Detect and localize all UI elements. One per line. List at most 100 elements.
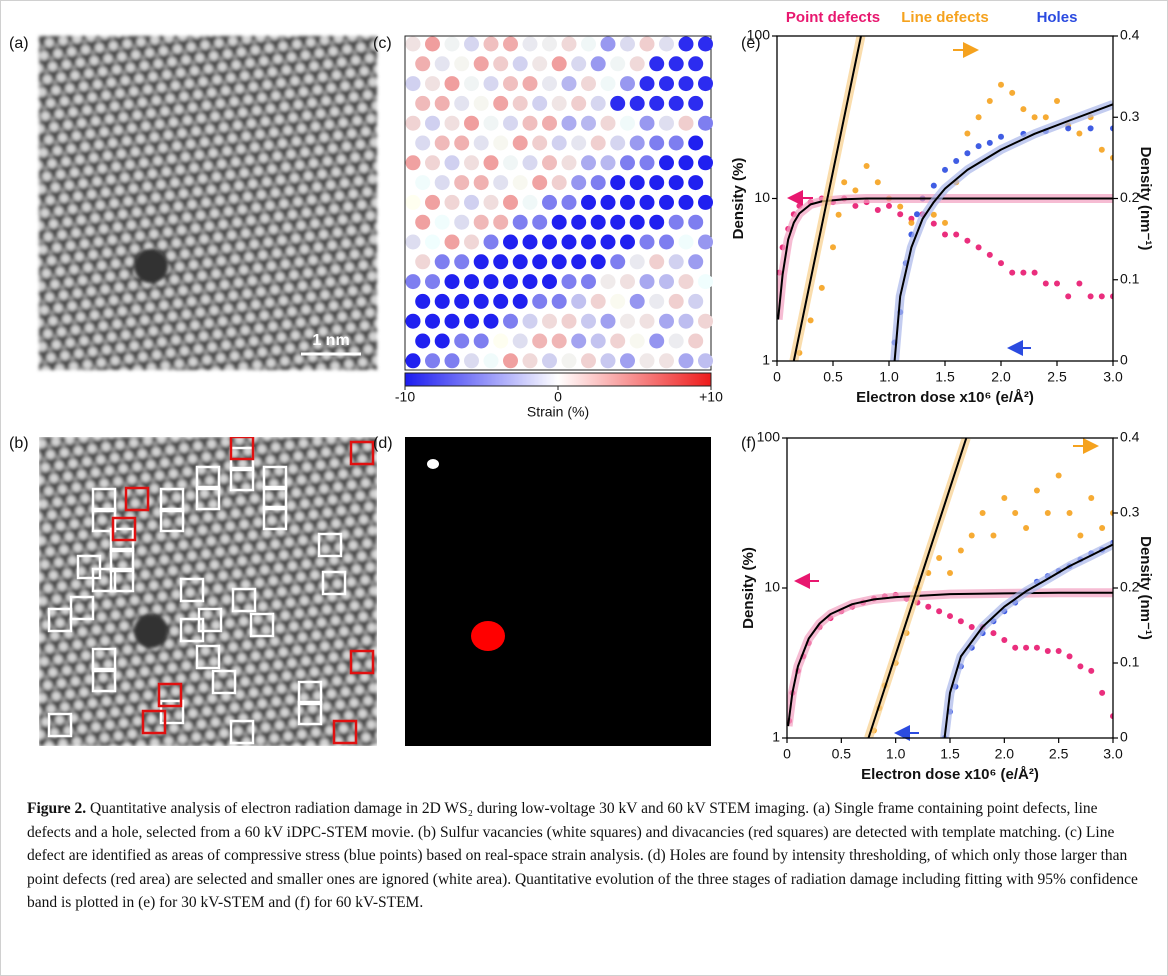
strain-dot (639, 115, 655, 131)
strain-dot (688, 333, 704, 349)
strain-dot (590, 95, 606, 111)
strain-dot (600, 155, 616, 171)
strain-dot (551, 56, 567, 72)
strain-dot (581, 36, 596, 52)
strain-dot (668, 175, 684, 191)
strain-dot (503, 274, 518, 290)
strain-dot (473, 175, 489, 191)
data-point (830, 244, 836, 251)
data-point (942, 219, 948, 226)
strain-dot (444, 155, 460, 171)
vacancy-box (109, 567, 135, 593)
strain-dot (571, 254, 587, 270)
strain-dot (493, 333, 509, 349)
data-point (1033, 487, 1040, 494)
fit-line (943, 543, 1113, 738)
strain-dot (581, 155, 596, 171)
data-point (1055, 472, 1062, 479)
strain-dot (522, 155, 538, 171)
data-point (979, 510, 986, 516)
strain-dot (425, 353, 440, 369)
strain-dot (639, 76, 655, 92)
strain-dot (483, 274, 499, 290)
panel-label: (a) (9, 35, 29, 52)
data-point (986, 139, 993, 146)
x-tick-label: 0 (773, 369, 781, 385)
y2-tick-label: 0 (1120, 352, 1128, 368)
strain-dot (561, 274, 577, 290)
strain-dot (415, 135, 431, 151)
colorbar (404, 372, 712, 387)
vacancy-box (179, 577, 205, 603)
panel-label: (b) (9, 435, 29, 452)
strain-dot (444, 274, 460, 290)
strain-dot (571, 214, 587, 230)
data-point (1001, 495, 1008, 501)
strain-dot (629, 95, 645, 111)
data-point (886, 202, 892, 209)
strain-dot (610, 135, 626, 151)
data-point (807, 317, 814, 324)
strain-dot (590, 135, 606, 151)
x-tick-label: 2.5 (1047, 369, 1067, 385)
strain-dot (561, 313, 577, 329)
strain-dot (581, 115, 596, 131)
strain-dot (464, 194, 479, 210)
data-point (942, 231, 948, 238)
data-point (990, 630, 997, 637)
strain-dot (434, 175, 450, 191)
caption-text: Quantitative analysis of electron radiat… (27, 800, 1138, 911)
strain-dot (425, 36, 440, 52)
y2-axis-label: Density (nm⁻¹) (1137, 536, 1154, 640)
strain-dot (483, 313, 499, 329)
legend-entry: Point defects (786, 9, 880, 26)
strain-dot (483, 155, 499, 171)
strain-dot (532, 175, 548, 191)
y2-tick-label: 0.2 (1120, 189, 1140, 205)
strain-dot (542, 76, 557, 92)
y2-tick-label: 0 (1120, 729, 1128, 745)
y-tick-label: 10 (754, 189, 770, 205)
strain-dot (659, 313, 674, 329)
panel-label: (c) (373, 35, 392, 52)
data-point (936, 555, 943, 561)
panel-label: (f) (741, 435, 756, 452)
strain-dot (444, 353, 460, 369)
y-tick-label: 100 (757, 429, 781, 445)
strain-dot (503, 76, 518, 92)
strain-dot (551, 214, 567, 230)
strain-dot (659, 274, 674, 290)
strain-dot (493, 175, 509, 191)
strain-dot (434, 135, 450, 151)
strain-dot (464, 234, 479, 250)
strain-dot (522, 353, 538, 369)
strain-dot (639, 234, 655, 250)
caption: Figure 2. Quantitative analysis of elect… (27, 797, 1143, 915)
strain-dot (659, 234, 674, 250)
strain-dot (590, 175, 606, 191)
vacancy-box (195, 644, 221, 670)
caption-label: Figure 2. (27, 800, 87, 817)
strain-dot (639, 274, 655, 290)
strain-dot (678, 194, 694, 210)
strain-dot (483, 353, 499, 369)
strain-dot (581, 274, 596, 290)
data-point (841, 179, 848, 186)
data-point (1009, 269, 1016, 276)
strain-dot (444, 313, 460, 329)
data-point (1087, 125, 1094, 132)
y2-axis-label: Density (nm⁻¹) (1137, 147, 1154, 251)
fit-band (940, 540, 1113, 738)
vacancy-box (229, 466, 255, 492)
data-point (835, 211, 842, 218)
strain-dot (532, 56, 548, 72)
x-tick-label: 2.0 (995, 746, 1015, 762)
strain-dot (678, 115, 694, 131)
scale-bar-label: 1 nm (312, 332, 349, 349)
data-point (852, 202, 859, 209)
strain-dot (542, 194, 557, 210)
vacancy-box (195, 485, 221, 511)
data-point (1098, 293, 1105, 300)
data-point (942, 166, 948, 173)
strain-dot (542, 274, 557, 290)
